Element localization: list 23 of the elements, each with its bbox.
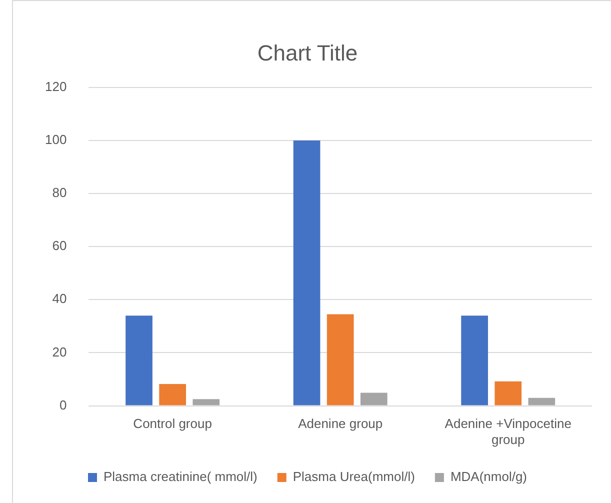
y-tick-label: 80 xyxy=(52,185,67,200)
y-tick-label: 40 xyxy=(52,291,67,306)
y-tick-label: 20 xyxy=(52,344,67,360)
legend-label: Plasma Urea(mmol/l) xyxy=(292,469,415,484)
x-tick-label: Adenine +Vinpocetine group xyxy=(444,416,572,447)
x-tick-label: Adenine group xyxy=(298,416,383,432)
bar xyxy=(494,381,522,406)
bar xyxy=(126,316,152,406)
y-tick-label: 60 xyxy=(52,238,67,254)
bar xyxy=(159,384,186,406)
legend-label: MDA(nmol/g) xyxy=(450,469,528,484)
bar xyxy=(293,140,320,406)
legend-label: Plasma creatinine( mmol/l) xyxy=(103,469,258,484)
bar xyxy=(360,392,388,406)
bar xyxy=(192,399,220,406)
y-tick-label: 100 xyxy=(44,132,67,148)
bar xyxy=(461,316,488,406)
bar xyxy=(326,314,354,406)
y-tick-label: 120 xyxy=(44,78,67,94)
x-tick-label: Control group xyxy=(133,416,212,432)
chart-title: Chart Title xyxy=(257,40,358,66)
bar xyxy=(528,398,556,406)
y-tick-label: 0 xyxy=(59,397,67,412)
